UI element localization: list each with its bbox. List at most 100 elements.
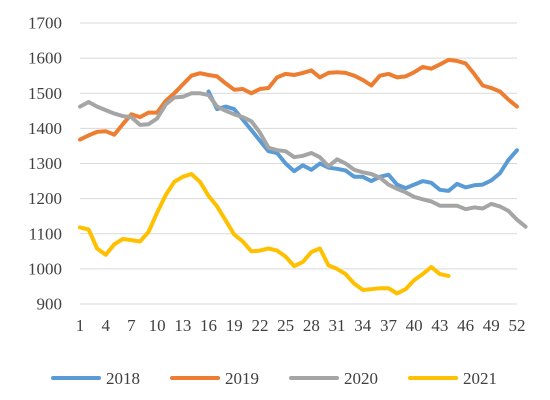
point-2019-27 [302, 72, 303, 73]
point-2019-15 [200, 73, 201, 74]
point-2019-37 [388, 73, 389, 74]
legend-label-2018: 2018 [106, 369, 140, 388]
point-2020-6 [122, 116, 123, 117]
point-2020-11 [165, 104, 166, 105]
point-2021-33 [354, 283, 355, 284]
legend-label-2020: 2020 [344, 369, 378, 388]
y-tick-label-1000: 1000 [28, 259, 62, 278]
point-2020-18 [225, 110, 226, 111]
point-2020-9 [148, 124, 149, 125]
point-2021-23 [268, 248, 269, 249]
point-2020-17 [217, 106, 218, 107]
point-2021-22 [259, 250, 260, 251]
point-2021-24 [277, 250, 278, 251]
point-2018-50 [499, 173, 500, 174]
point-2018-45 [457, 183, 458, 184]
point-2019-30 [328, 72, 329, 73]
point-2019-29 [319, 77, 320, 78]
point-2021-12 [174, 181, 175, 182]
point-2021-44 [448, 275, 449, 276]
gridlines [80, 22, 517, 305]
point-2021-35 [371, 289, 372, 290]
point-2019-20 [242, 89, 243, 90]
series-line-2018 [206, 89, 519, 193]
point-2018-43 [439, 189, 440, 190]
point-2018-21 [251, 130, 252, 131]
point-2018-16 [208, 91, 209, 92]
x-tick-label-31: 31 [329, 316, 346, 335]
point-2018-19 [234, 109, 235, 110]
point-2019-34 [362, 79, 363, 80]
point-2019-23 [268, 88, 269, 89]
point-2020-37 [388, 184, 389, 185]
x-axis-tick-labels: 1 4 7 10 13 16 19 22 25 28 31 34 37 40 43 46 49 52 [76, 316, 526, 335]
y-tick-label-1200: 1200 [28, 189, 62, 208]
x-tick-label-49: 49 [483, 316, 500, 335]
point-2021-8 [140, 241, 141, 242]
point-2018-27 [302, 165, 303, 166]
point-2018-33 [354, 176, 355, 177]
point-2020-34 [362, 172, 363, 173]
x-tick-label-28: 28 [303, 316, 320, 335]
point-2019-3 [97, 131, 98, 132]
point-2021-39 [405, 289, 406, 290]
y-tick-label-1300: 1300 [28, 154, 62, 173]
point-2019-41 [422, 66, 423, 67]
x-tick-label-10: 10 [149, 316, 166, 335]
point-2020-20 [242, 117, 243, 118]
point-2019-26 [294, 75, 295, 76]
y-axis-tick-labels: 900 1000 1100 1200 1300 1400 1500 1600 1700 [28, 14, 62, 314]
point-2018-22 [259, 140, 260, 141]
point-2020-5 [114, 113, 115, 114]
point-2020-46 [465, 209, 466, 210]
point-2019-51 [508, 99, 509, 100]
x-tick-label-40: 40 [406, 316, 423, 335]
point-2021-19 [234, 234, 235, 235]
point-2021-30 [328, 265, 329, 266]
point-2021-29 [319, 248, 320, 249]
point-2019-35 [371, 85, 372, 86]
point-2020-27 [302, 155, 303, 156]
point-2020-12 [174, 97, 175, 98]
point-2021-6 [122, 239, 123, 240]
x-tick-label-4: 4 [101, 316, 110, 335]
x-tick-label-16: 16 [200, 316, 217, 335]
point-2020-50 [499, 206, 500, 207]
point-2020-23 [268, 147, 269, 148]
point-2021-41 [422, 274, 423, 275]
point-2018-29 [319, 163, 320, 164]
point-2018-25 [285, 163, 286, 164]
point-2021-4 [105, 254, 106, 255]
x-tick-label-37: 37 [380, 316, 398, 335]
point-2019-52 [517, 106, 518, 107]
point-2019-25 [285, 73, 286, 74]
series-line-2019 [78, 57, 519, 142]
point-2019-16 [208, 75, 209, 76]
series-line-2020 [78, 91, 528, 229]
y-tick-label-900: 900 [37, 295, 63, 314]
point-2020-52 [517, 219, 518, 220]
point-2018-40 [414, 184, 415, 185]
point-2018-51 [508, 160, 509, 161]
point-2021-10 [157, 212, 158, 213]
point-2019-43 [439, 64, 440, 65]
point-2021-31 [337, 268, 338, 269]
point-2018-41 [422, 181, 423, 182]
point-2021-18 [225, 220, 226, 221]
point-2019-48 [482, 85, 483, 86]
point-2019-40 [414, 72, 415, 73]
point-2020-21 [251, 121, 252, 122]
point-2019-8 [140, 117, 141, 118]
point-2021-28 [311, 252, 312, 253]
point-2020-51 [508, 210, 509, 211]
point-2020-48 [482, 208, 483, 209]
point-2021-11 [165, 195, 166, 196]
point-2020-36 [379, 177, 380, 178]
x-tick-label-25: 25 [277, 316, 294, 335]
point-2021-34 [362, 289, 363, 290]
point-2020-26 [294, 157, 295, 158]
x-tick-label-22: 22 [251, 316, 268, 335]
point-2020-14 [191, 93, 192, 94]
point-2020-35 [371, 174, 372, 175]
